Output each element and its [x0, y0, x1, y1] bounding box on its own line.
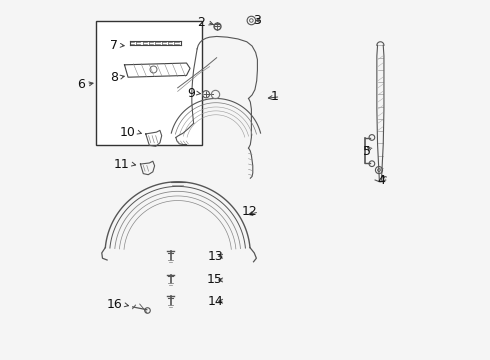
Text: 11: 11: [114, 158, 130, 171]
Text: 8: 8: [110, 71, 118, 84]
Text: 9: 9: [188, 87, 196, 100]
Text: 3: 3: [253, 14, 261, 27]
Text: 5: 5: [363, 145, 371, 158]
Text: 13: 13: [207, 250, 223, 263]
Text: 14: 14: [207, 295, 223, 308]
Bar: [96, 21, 202, 145]
Text: 4: 4: [377, 174, 385, 186]
Text: 1: 1: [271, 90, 279, 103]
Text: 16: 16: [107, 298, 122, 311]
Text: 7: 7: [110, 39, 118, 52]
Text: 2: 2: [197, 16, 205, 29]
Text: 15: 15: [207, 274, 223, 287]
Text: 6: 6: [77, 78, 85, 91]
Text: 12: 12: [242, 206, 257, 219]
Text: 10: 10: [120, 126, 136, 139]
